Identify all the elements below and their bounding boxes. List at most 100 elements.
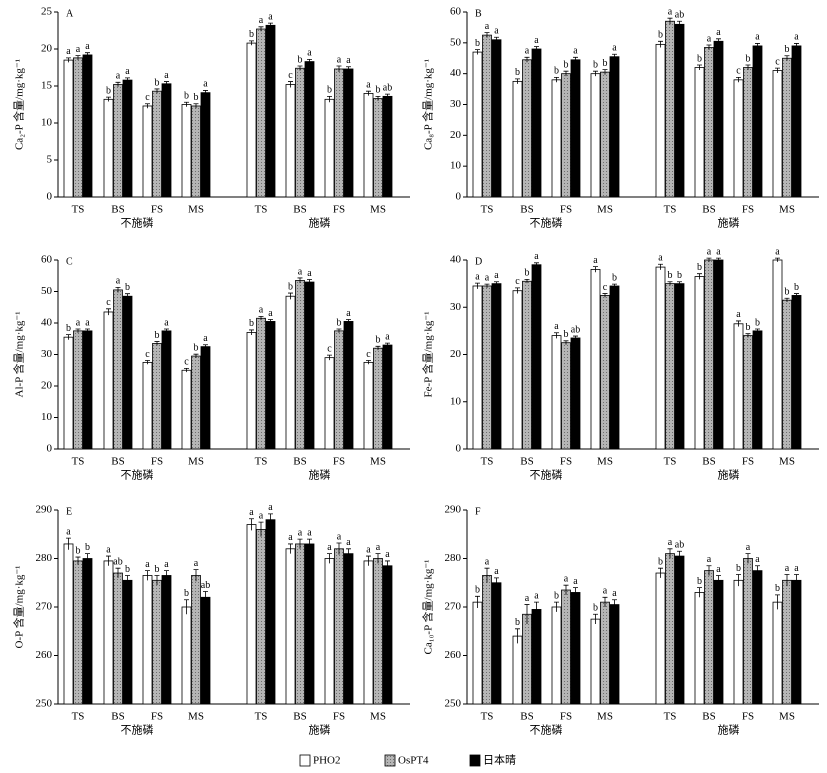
significance-letter: a [337,531,342,542]
panel-label: A [66,8,74,19]
significance-letter: a [249,507,254,518]
x-tick-label: MS [188,456,204,468]
bar [82,330,93,450]
x-tick-label: MS [597,204,613,216]
bar [482,34,492,198]
bar [491,39,502,198]
bar [200,596,211,705]
y-axis-label: Fe-P 含量/mg·kg⁻¹ [421,311,435,397]
error-bar [193,353,199,358]
bar [609,56,620,198]
error-bar [193,103,199,109]
bar [791,579,802,705]
significance-letter: b [658,30,663,41]
error-bar [563,70,569,77]
significance-letter: a [259,15,264,26]
significance-letter: a [593,255,598,266]
y-tick-label: 50 [41,285,53,297]
bar [512,80,523,198]
y-tick-label: 10 [41,411,53,423]
panel-label: C [66,256,73,267]
error-bar [563,340,569,345]
error-bar [258,26,264,32]
bar [609,604,620,705]
error-bar [667,548,673,559]
bar [304,61,315,198]
x-tick-label: TS [664,204,677,216]
error-bar [602,69,608,75]
error-bar [484,567,490,583]
error-bar [706,257,712,262]
panel-label: B [475,8,482,19]
bar [373,98,383,198]
significance-letter: b [125,564,130,575]
error-bar [203,591,208,604]
bar [491,283,502,450]
y-tick-label: 50 [450,36,462,48]
y-tick-label: 270 [36,601,53,613]
bar [373,347,383,450]
group-label: 施磷 [718,217,740,230]
x-tick-label: MS [370,204,386,216]
significance-letter: a [746,542,751,553]
x-tick-label: TS [255,204,268,216]
x-tick-label: BS [520,456,533,468]
bar [600,295,610,450]
error-bar [484,32,490,38]
bar [791,295,802,450]
y-tick-label: 5 [47,154,53,166]
bar [561,342,571,450]
y-axis-label: Ca₈-P 含量/mg·kg⁻¹ [421,59,435,150]
bar [551,79,562,198]
x-tick-label: BS [293,711,306,723]
significance-letter: b [554,66,559,77]
error-bar [115,81,121,87]
bar [191,575,201,705]
error-bar [125,77,130,83]
error-bar [736,320,741,327]
bar [570,59,581,198]
x-tick-label: TS [255,711,268,723]
error-bar [794,43,799,49]
bar [256,529,266,705]
significance-letter: a [366,544,371,555]
bar [256,317,266,450]
error-bar [755,43,760,49]
error-bar [515,78,520,84]
error-bar [524,56,530,63]
y-tick-label: 20 [450,129,462,141]
error-bar [203,344,208,349]
significance-letter: b [515,67,520,78]
bar [772,601,783,705]
bar [161,83,172,198]
error-bar [336,328,342,333]
significance-letter: a [66,526,71,537]
significance-letter: b [106,85,111,96]
significance-letter: a [307,527,312,538]
significance-letter: ab [113,556,122,567]
y-tick-label: 40 [450,67,462,79]
significance-letter: a [485,272,490,283]
error-bar [288,543,293,554]
group-label: 施磷 [718,724,740,737]
bar [304,281,315,450]
bar [343,321,354,450]
bar [704,47,714,198]
significance-letter: a [485,21,490,32]
bar [200,346,211,450]
x-tick-label: MS [370,456,386,468]
error-bar [573,335,578,340]
y-axis-label: Ca₁₀-P 含量/mg·kg⁻¹ [421,560,435,655]
x-tick-label: MS [597,456,613,468]
significance-letter: b [249,318,254,329]
x-tick-label: BS [520,204,533,216]
bar [561,589,571,705]
legend-label: 日本晴 [483,753,516,767]
error-bar [784,297,790,303]
significance-letter: b [194,92,199,103]
bar [265,321,276,450]
significance-letter: c [603,282,608,293]
significance-letter: a [775,246,780,257]
significance-letter: b [85,542,90,553]
